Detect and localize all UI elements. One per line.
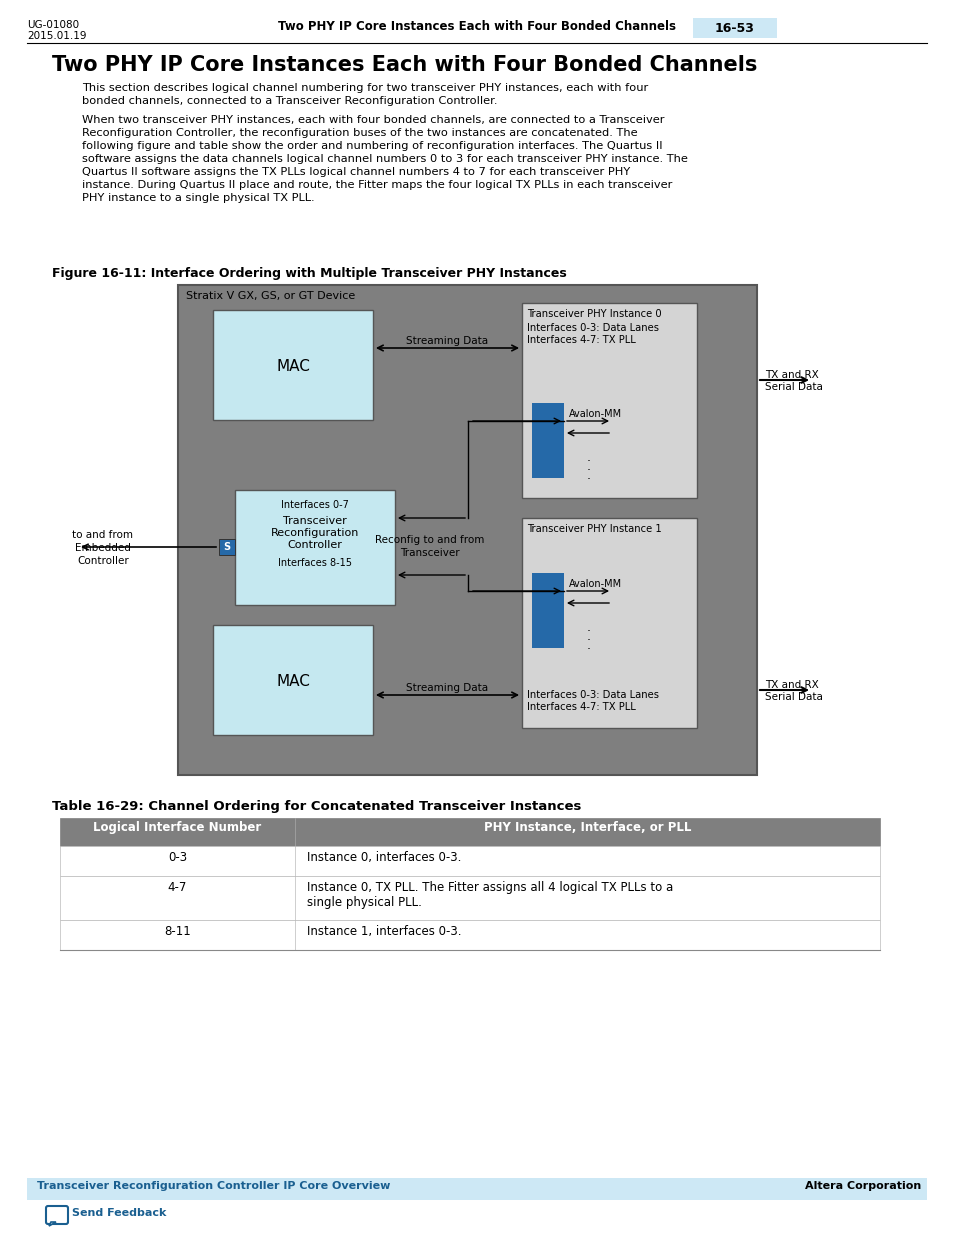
Text: MAC: MAC: [275, 674, 310, 689]
Bar: [532, 573, 563, 648]
Bar: [234, 490, 395, 605]
Text: This section describes logical channel numbering for two transceiver PHY instanc: This section describes logical channel n…: [82, 83, 648, 93]
Text: Two PHY IP Core Instances Each with Four Bonded Channels: Two PHY IP Core Instances Each with Four…: [277, 20, 676, 33]
Text: Serial Data: Serial Data: [764, 382, 822, 391]
Text: Altera Corporation: Altera Corporation: [804, 1181, 920, 1191]
Text: Avalon-MM: Avalon-MM: [568, 409, 621, 419]
Bar: [27, 1178, 926, 1200]
Text: MAC: MAC: [275, 359, 310, 374]
Text: Embedded: Embedded: [75, 543, 131, 553]
Text: following figure and table show the order and numbering of reconfiguration inter: following figure and table show the orde…: [82, 141, 662, 151]
Text: Send Feedback: Send Feedback: [71, 1208, 166, 1218]
Text: Interfaces 4-7: TX PLL: Interfaces 4-7: TX PLL: [526, 335, 635, 345]
Text: to and from: to and from: [72, 530, 133, 540]
Text: Instance 0, TX PLL. The Fitter assigns all 4 logical TX PLLs to a: Instance 0, TX PLL. The Fitter assigns a…: [307, 881, 673, 894]
Bar: [521, 303, 697, 498]
Bar: [213, 625, 373, 735]
Text: PHY instance to a single physical TX PLL.: PHY instance to a single physical TX PLL…: [82, 193, 314, 203]
Text: Reconfig to and from: Reconfig to and from: [375, 535, 484, 545]
Text: 4-7: 4-7: [168, 881, 187, 894]
Text: Stratix V GX, GS, or GT Device: Stratix V GX, GS, or GT Device: [186, 291, 355, 301]
Polygon shape: [49, 1221, 56, 1226]
Text: TX and RX: TX and RX: [764, 680, 818, 690]
Text: Interfaces 0-7: Interfaces 0-7: [281, 500, 349, 510]
Text: Avalon-MM: Avalon-MM: [568, 579, 621, 589]
Text: Transceiver PHY Instance 1: Transceiver PHY Instance 1: [526, 524, 661, 534]
Text: Interfaces 4-7: TX PLL: Interfaces 4-7: TX PLL: [526, 701, 635, 713]
Text: .: .: [586, 621, 590, 634]
Text: 0-3: 0-3: [168, 851, 187, 864]
Text: Quartus II software assigns the TX PLLs logical channel numbers 4 to 7 for each : Quartus II software assigns the TX PLLs …: [82, 167, 630, 177]
Text: Reconfiguration Controller, the reconfiguration buses of the two instances are c: Reconfiguration Controller, the reconfig…: [82, 128, 637, 138]
Bar: [521, 517, 697, 727]
Text: .: .: [586, 638, 590, 652]
Text: Controller: Controller: [77, 556, 129, 566]
Text: Streaming Data: Streaming Data: [406, 683, 488, 693]
Bar: [692, 19, 776, 38]
Text: TX and RX: TX and RX: [764, 370, 818, 380]
Bar: [60, 920, 879, 950]
Text: Interfaces 8-15: Interfaces 8-15: [277, 558, 352, 568]
Text: instance. During Quartus II place and route, the Fitter maps the four logical TX: instance. During Quartus II place and ro…: [82, 180, 672, 190]
Text: Transceiver: Transceiver: [399, 548, 459, 558]
Text: .: .: [586, 469, 590, 482]
Text: PHY Instance, Interface, or PLL: PHY Instance, Interface, or PLL: [483, 821, 691, 834]
Text: Instance 1, interfaces 0-3.: Instance 1, interfaces 0-3.: [307, 925, 461, 939]
Text: When two transceiver PHY instances, each with four bonded channels, are connecte: When two transceiver PHY instances, each…: [82, 115, 664, 125]
Text: .: .: [586, 630, 590, 643]
Text: single physical PLL.: single physical PLL.: [307, 897, 421, 909]
Text: Transceiver Reconfiguration Controller IP Core Overview: Transceiver Reconfiguration Controller I…: [37, 1181, 390, 1191]
FancyBboxPatch shape: [46, 1207, 68, 1224]
Text: Table 16-29: Channel Ordering for Concatenated Transceiver Instances: Table 16-29: Channel Ordering for Concat…: [52, 800, 580, 813]
Text: Instance 0, interfaces 0-3.: Instance 0, interfaces 0-3.: [307, 851, 461, 864]
Text: S: S: [223, 542, 231, 552]
Text: 2015.01.19: 2015.01.19: [27, 31, 87, 41]
Text: Interfaces 0-3: Data Lanes: Interfaces 0-3: Data Lanes: [526, 324, 659, 333]
Bar: [60, 876, 879, 920]
Bar: [219, 538, 234, 555]
Text: Controller: Controller: [287, 540, 342, 550]
Bar: [178, 285, 757, 776]
Text: .: .: [586, 451, 590, 464]
Text: Serial Data: Serial Data: [764, 692, 822, 701]
Text: bonded channels, connected to a Transceiver Reconfiguration Controller.: bonded channels, connected to a Transcei…: [82, 96, 497, 106]
Text: Reconfiguration: Reconfiguration: [271, 529, 359, 538]
Text: Two PHY IP Core Instances Each with Four Bonded Channels: Two PHY IP Core Instances Each with Four…: [52, 56, 757, 75]
Text: 16-53: 16-53: [715, 22, 754, 35]
Text: Figure 16-11: Interface Ordering with Multiple Transceiver PHY Instances: Figure 16-11: Interface Ordering with Mu…: [52, 267, 566, 280]
Text: Transceiver: Transceiver: [283, 516, 347, 526]
Bar: [60, 846, 879, 876]
Text: .: .: [586, 459, 590, 473]
Bar: [60, 818, 879, 846]
Text: Interfaces 0-3: Data Lanes: Interfaces 0-3: Data Lanes: [526, 690, 659, 700]
Text: Logical Interface Number: Logical Interface Number: [93, 821, 261, 834]
Text: 8-11: 8-11: [164, 925, 191, 939]
Bar: [213, 310, 373, 420]
Text: software assigns the data channels logical channel numbers 0 to 3 for each trans: software assigns the data channels logic…: [82, 154, 687, 164]
Text: Transceiver PHY Instance 0: Transceiver PHY Instance 0: [526, 309, 661, 319]
Text: Streaming Data: Streaming Data: [406, 336, 488, 346]
Bar: [532, 403, 563, 478]
Text: UG-01080: UG-01080: [27, 20, 79, 30]
